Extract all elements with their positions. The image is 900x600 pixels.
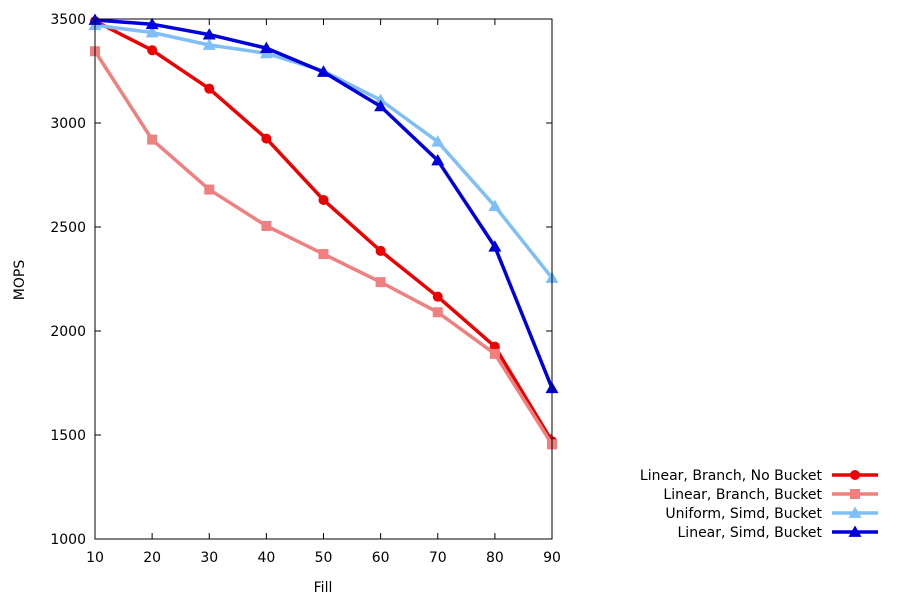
data-point-triangle (431, 153, 445, 166)
series-1 (90, 16, 557, 447)
x-tick-labels: 10 20 30 40 50 60 70 80 90 (86, 550, 561, 566)
y-tick-label: 2500 (50, 220, 86, 236)
data-point-triangle (202, 38, 216, 50)
data-point-square (204, 184, 215, 195)
data-point-circle (432, 291, 443, 302)
y-tick-label: 1000 (50, 532, 86, 548)
data-point-triangle (317, 65, 330, 77)
data-point-triangle (202, 28, 216, 40)
legend-label: Linear, Branch, No Bucket (640, 468, 823, 484)
y-tick-label: 3000 (50, 116, 86, 132)
x-tick-label: 50 (315, 550, 333, 566)
legend: Linear, Branch, No Bucket Linear, Branch,… (640, 468, 878, 541)
axis-ticks (94, 18, 553, 540)
legend-label: Linear, Simd, Bucket (678, 525, 823, 541)
data-point-triangle (431, 135, 445, 147)
y-tick-label: 1500 (50, 428, 86, 444)
x-axis-title: Fill (314, 580, 333, 596)
legend-item: Linear, Branch, No Bucket (640, 468, 878, 484)
data-point-square (375, 277, 386, 288)
y-tick-label: 3500 (50, 12, 86, 28)
series-line (93, 50, 554, 446)
x-tick-label: 10 (86, 550, 104, 566)
x-tick-label: 60 (372, 550, 390, 566)
y-tick-label: 2000 (50, 324, 86, 340)
legend-label: Uniform, Simd, Bucket (665, 506, 822, 522)
data-point-circle (318, 194, 329, 205)
series-3 (88, 18, 559, 283)
legend-swatch-marker (850, 470, 860, 480)
legend-label: Linear, Branch, Bucket (663, 487, 822, 503)
x-tick-label: 20 (143, 550, 161, 566)
legend-swatch-marker (848, 525, 862, 537)
legend-swatch-marker (850, 489, 860, 499)
series-4 (88, 13, 559, 394)
series-group (88, 13, 559, 450)
x-tick-label: 80 (486, 550, 504, 566)
legend-item: Linear, Simd, Bucket (678, 525, 878, 541)
data-point-triangle (488, 240, 502, 252)
x-tick-label: 70 (429, 550, 447, 566)
legend-swatch-marker (848, 506, 862, 518)
data-point-triangle (259, 41, 273, 53)
data-point-triangle (145, 26, 159, 38)
x-tick-label: 30 (200, 550, 218, 566)
data-point-circle (204, 83, 215, 94)
data-point-square (318, 249, 329, 260)
data-point-triangle (374, 99, 388, 112)
data-point-circle (261, 133, 272, 144)
legend-item: Uniform, Simd, Bucket (665, 506, 878, 522)
data-point-triangle (488, 199, 502, 212)
data-point-square (432, 307, 443, 318)
plot-frame (94, 18, 553, 540)
y-axis-title: MOPS (12, 260, 28, 301)
data-point-triangle (145, 17, 159, 30)
data-point-triangle (374, 93, 388, 105)
data-point-circle (147, 45, 158, 56)
y-tick-labels: 1000 1500 2000 2500 3000 3500 (50, 12, 86, 548)
legend-item: Linear, Branch, Bucket (663, 487, 878, 503)
data-point-square (489, 348, 500, 359)
x-tick-label: 40 (257, 550, 275, 566)
data-point-square (261, 220, 272, 231)
series-2 (90, 46, 557, 450)
x-tick-label: 90 (543, 550, 561, 566)
data-point-square (147, 134, 158, 145)
data-point-circle (375, 245, 386, 256)
